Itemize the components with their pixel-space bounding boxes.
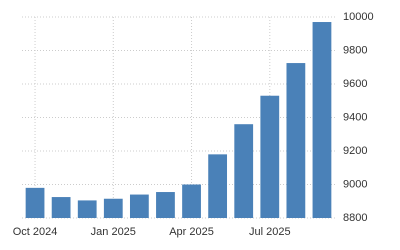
y-tick-label: 9800 xyxy=(343,44,367,56)
x-tick-label: Oct 2024 xyxy=(13,226,58,238)
bar xyxy=(51,197,71,218)
y-tick-label: 9600 xyxy=(343,78,367,90)
bar xyxy=(312,22,332,219)
bar xyxy=(25,187,45,218)
y-tick-label: 10000 xyxy=(343,11,374,23)
x-tick-label: Jul 2025 xyxy=(249,226,291,238)
bar xyxy=(156,192,175,218)
y-tick-label: 8800 xyxy=(343,212,367,224)
y-tick-label: 9400 xyxy=(343,111,367,123)
bar xyxy=(103,198,123,218)
x-tick-label: Apr 2025 xyxy=(169,226,214,238)
bar xyxy=(182,184,201,218)
bar xyxy=(208,154,228,218)
bar xyxy=(286,63,306,218)
y-tick-label: 9200 xyxy=(343,145,367,157)
bar xyxy=(234,124,254,218)
bar xyxy=(77,200,97,218)
x-tick-label: Jan 2025 xyxy=(91,226,136,238)
bar xyxy=(129,194,149,218)
y-tick-label: 9000 xyxy=(343,178,367,190)
bar xyxy=(260,95,280,218)
